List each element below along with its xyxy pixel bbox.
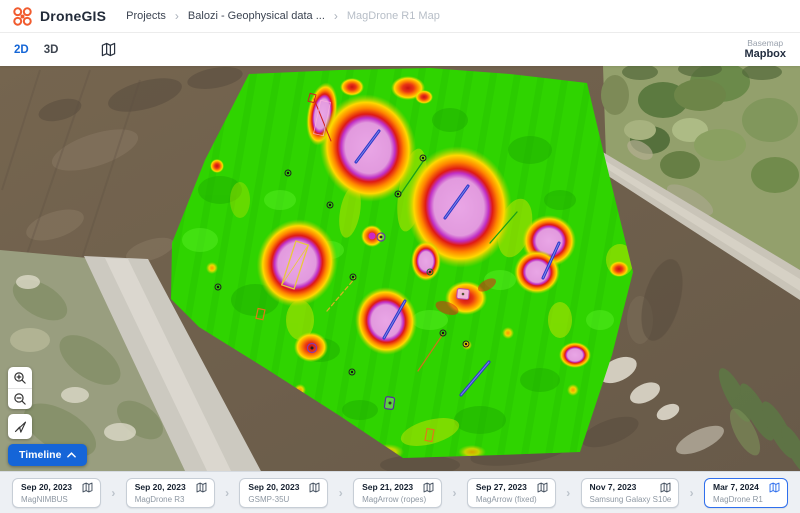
card-date: Sep 20, 2023 (134, 482, 186, 492)
map-icon (423, 482, 434, 493)
navigation-arrow-icon (13, 419, 28, 434)
card-date: Nov 7, 2023 (589, 482, 637, 492)
timeline-card-magarrow-fixed[interactable]: Sep 27, 2023 MagArrow (fixed) (466, 477, 556, 508)
zoom-out-button[interactable] (8, 388, 32, 409)
tab-3d[interactable]: 3D (43, 43, 59, 56)
basemap-selector[interactable]: Basemap Mapbox (744, 38, 786, 61)
basemap-label: Basemap (747, 37, 784, 48)
map-toolbar: 2D 3D Basemap Mapbox (0, 33, 800, 66)
survey-markers (214, 92, 470, 443)
arrow-right-icon: › (689, 485, 694, 500)
zoom-controls (8, 367, 32, 409)
drone-logo-icon (12, 6, 33, 27)
card-device: MagArrow (fixed) (475, 494, 537, 504)
timeline-card-magnimbus[interactable]: Sep 20, 2023 MagNIMBUS (12, 477, 102, 508)
card-date: Mar 7, 2024 (713, 482, 759, 492)
tab-2d[interactable]: 2D (14, 43, 29, 56)
chevron-right-icon: › (174, 9, 179, 23)
card-date: Sep 27, 2023 (475, 482, 527, 492)
view-mode-group: 2D 3D (14, 42, 116, 57)
card-device: MagDrone R3 (134, 494, 185, 504)
timeline-card-magdrone-r1-active[interactable]: Mar 7, 2024 MagDrone R1 (704, 477, 788, 508)
timeline-card-magdrone-r3[interactable]: Sep 20, 2023 MagDrone R3 (125, 477, 215, 508)
card-device: MagDrone R1 (713, 494, 763, 504)
app-header: DroneGIS Projects › Balozi - Geophysical… (0, 0, 800, 33)
chevron-right-icon: › (333, 9, 338, 23)
magnifier-plus-icon (13, 371, 27, 385)
aerial-imagery (0, 66, 800, 471)
map-icon (196, 482, 207, 493)
road-bottom-left (84, 256, 261, 471)
card-date: Sep 21, 2023 (362, 482, 414, 492)
arrow-right-icon: › (338, 485, 343, 500)
layers-map-icon[interactable] (101, 42, 116, 57)
dronegis-logo[interactable]: DroneGIS (12, 6, 106, 27)
map-icon (537, 482, 548, 493)
breadcrumb-current-map: MagDrone R1 Map (346, 10, 440, 22)
vegetation-top-right (601, 66, 800, 270)
arrow-right-icon: › (452, 485, 457, 500)
timeline-button-label: Timeline (19, 449, 62, 461)
logo-text: DroneGIS (40, 8, 107, 24)
timeline-toggle-button[interactable]: Timeline (8, 444, 88, 466)
map-canvas[interactable]: Timeline (0, 66, 800, 471)
map-icon (769, 482, 780, 493)
arrow-right-icon: › (111, 485, 116, 500)
flight-lines (313, 98, 561, 397)
zoom-in-button[interactable] (8, 367, 32, 388)
card-device: MagNIMBUS (21, 494, 68, 504)
timeline-bar: Sep 20, 2023 MagNIMBUS › Sep 20, 2023 Ma… (0, 471, 800, 513)
arrow-right-icon: › (225, 485, 230, 500)
breadcrumb: Projects › Balozi - Geophysical data ...… (126, 9, 440, 23)
breadcrumb-project-name[interactable]: Balozi - Geophysical data ... (187, 10, 325, 22)
card-date: Sep 20, 2023 (248, 482, 300, 492)
timeline-card-samsung-galaxy[interactable]: Nov 7, 2023 Samsung Galaxy S10e (580, 477, 680, 508)
map-icon (309, 482, 320, 493)
grass-field (0, 250, 195, 471)
road-top-right (596, 148, 800, 300)
timeline-card-magarrow-ropes[interactable]: Sep 21, 2023 MagArrow (ropes) (353, 477, 443, 508)
locate-button[interactable] (8, 414, 32, 439)
magnifier-minus-icon (13, 392, 27, 406)
basemap-value: Mapbox (744, 48, 786, 60)
card-device: MagArrow (ropes) (362, 494, 427, 504)
chevron-up-icon (67, 452, 77, 458)
card-device: GSMP-35U (248, 494, 290, 504)
card-device: Samsung Galaxy S10e (589, 494, 672, 504)
map-icon (660, 482, 671, 493)
map-icon (82, 482, 93, 493)
breadcrumb-projects[interactable]: Projects (126, 10, 166, 22)
timeline-card-gsmp-35u[interactable]: Sep 20, 2023 GSMP-35U (239, 477, 329, 508)
arrow-right-icon: › (566, 485, 571, 500)
card-date: Sep 20, 2023 (21, 482, 73, 492)
